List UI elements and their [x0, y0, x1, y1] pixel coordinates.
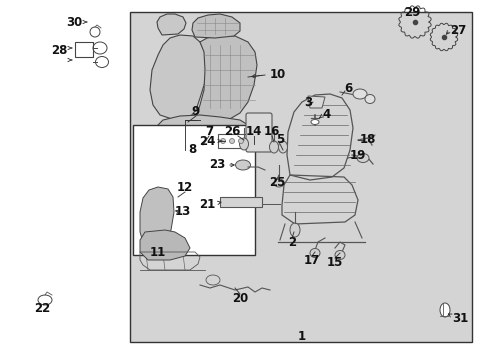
- Polygon shape: [140, 230, 190, 260]
- Polygon shape: [196, 35, 257, 122]
- Ellipse shape: [235, 160, 250, 170]
- Text: 6: 6: [343, 81, 351, 94]
- Text: 24: 24: [199, 135, 216, 148]
- Text: 15: 15: [326, 256, 343, 269]
- Ellipse shape: [95, 57, 108, 68]
- Text: 4: 4: [321, 108, 329, 121]
- Ellipse shape: [309, 248, 319, 257]
- Polygon shape: [153, 115, 254, 153]
- Polygon shape: [150, 35, 206, 120]
- Text: 9: 9: [191, 105, 200, 118]
- Ellipse shape: [352, 89, 366, 99]
- Ellipse shape: [90, 27, 100, 37]
- Text: 22: 22: [34, 301, 50, 315]
- Ellipse shape: [273, 179, 284, 187]
- Text: 26: 26: [224, 126, 240, 139]
- Ellipse shape: [310, 120, 318, 125]
- Bar: [75, 42, 93, 57]
- Text: 28: 28: [51, 44, 67, 57]
- Ellipse shape: [439, 303, 449, 317]
- Ellipse shape: [239, 138, 248, 150]
- Ellipse shape: [364, 94, 374, 104]
- Text: 5: 5: [275, 134, 284, 147]
- Ellipse shape: [269, 141, 278, 153]
- Bar: [133, 125, 254, 255]
- Text: 14: 14: [245, 126, 262, 139]
- Ellipse shape: [220, 139, 225, 144]
- Bar: [130, 12, 471, 342]
- Text: 31: 31: [451, 311, 468, 324]
- Text: 21: 21: [198, 198, 215, 211]
- Text: 13: 13: [175, 206, 191, 219]
- Text: 7: 7: [204, 126, 213, 139]
- Text: 8: 8: [187, 144, 196, 157]
- Text: 30: 30: [65, 15, 82, 28]
- Text: 29: 29: [403, 5, 419, 18]
- Ellipse shape: [278, 141, 287, 153]
- Text: 11: 11: [149, 246, 166, 258]
- Ellipse shape: [289, 223, 299, 237]
- Bar: [220, 197, 262, 207]
- Ellipse shape: [229, 139, 234, 144]
- Polygon shape: [192, 14, 240, 38]
- Text: 3: 3: [304, 95, 311, 108]
- Ellipse shape: [356, 153, 368, 162]
- Text: 17: 17: [303, 253, 320, 266]
- Text: 12: 12: [177, 181, 193, 194]
- FancyBboxPatch shape: [245, 113, 271, 152]
- Polygon shape: [307, 96, 325, 108]
- Text: 1: 1: [297, 330, 305, 343]
- Ellipse shape: [238, 139, 243, 144]
- Text: 19: 19: [349, 149, 366, 162]
- Text: 27: 27: [449, 23, 465, 36]
- Ellipse shape: [93, 42, 107, 54]
- Ellipse shape: [334, 251, 345, 260]
- Text: 25: 25: [268, 176, 285, 189]
- Text: 2: 2: [287, 235, 295, 248]
- Text: 23: 23: [208, 158, 224, 171]
- Text: 16: 16: [263, 126, 280, 139]
- Bar: [218, 134, 245, 148]
- Ellipse shape: [38, 295, 52, 305]
- Polygon shape: [140, 187, 174, 242]
- Polygon shape: [157, 14, 185, 35]
- Text: 18: 18: [359, 134, 375, 147]
- Text: 20: 20: [231, 292, 247, 305]
- Text: 10: 10: [269, 68, 285, 81]
